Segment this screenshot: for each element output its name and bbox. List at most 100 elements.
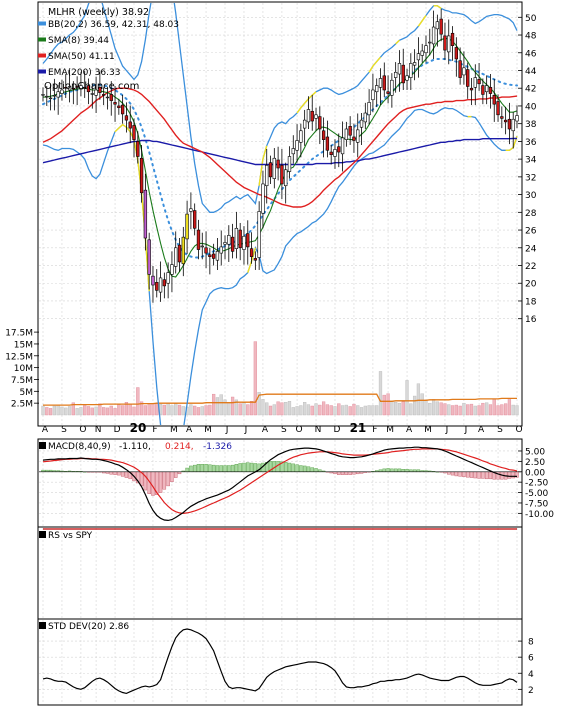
macd-hist-bar-22	[124, 471, 129, 478]
macd-hist-bar-56	[253, 463, 258, 472]
macd-hist-bar-44	[208, 464, 212, 472]
macd-hist-bar-117	[484, 471, 489, 480]
volume-bar-122	[504, 403, 508, 416]
legend-sma50: SMA(50) 41.11	[48, 52, 115, 62]
volume-bar-46	[215, 397, 220, 416]
stddev-ytick-label-0: 8	[528, 638, 534, 648]
candle-body-29	[151, 275, 155, 286]
price-ytick-label-14: 22	[525, 262, 536, 272]
rs-label-swatch	[39, 531, 46, 538]
bb-middle-line	[42, 58, 518, 259]
stddev-line	[42, 628, 518, 695]
volume-bar-10	[79, 407, 83, 416]
candle-body-40	[193, 210, 197, 229]
volume-bar-108	[450, 405, 455, 416]
volume-bar-56	[253, 341, 257, 416]
candle-body-5	[60, 89, 64, 94]
legend: BB(20,2) 36.59, 42.31, 48.03 SMA(8) 39.4…	[38, 20, 179, 92]
candle-body-21	[120, 104, 125, 115]
volume-bar-88	[375, 405, 379, 416]
macd-hist-bar-48	[223, 465, 227, 472]
candle-body-60	[268, 162, 273, 178]
candle-body-42	[200, 245, 204, 248]
volume-bar-0	[41, 405, 45, 416]
volume-bar-11	[83, 405, 87, 416]
volume-bar-17	[105, 407, 110, 416]
candle-body-84	[359, 119, 364, 128]
ticker-title: MLHR (weekly) 38.92	[48, 7, 149, 18]
volume-bar-105	[439, 402, 443, 416]
legend-swatch-bb	[38, 21, 46, 26]
price-ytick-label-1: 48	[525, 32, 537, 42]
candle-body-90	[382, 75, 386, 91]
volume-bar-95	[401, 401, 405, 416]
candle-body-8	[71, 87, 76, 90]
candle-body-113	[469, 87, 474, 91]
x-tick-label-17: 21	[350, 421, 367, 435]
candle-body-110	[458, 60, 462, 78]
volume-bar-124	[511, 404, 515, 416]
stddev-label: STD DEV(20) 2.86	[39, 622, 129, 632]
macd-hist-bar-123	[507, 471, 512, 479]
legend-swatch-ema200	[38, 69, 46, 74]
candle-body-65	[287, 156, 292, 172]
macd-hist-bar-50	[230, 464, 235, 472]
volume-bar-120	[496, 405, 500, 416]
candle-body-3	[52, 95, 57, 97]
candle-body-2	[48, 97, 53, 100]
candle-body-64	[284, 169, 288, 187]
candle-body-26	[139, 157, 144, 194]
x-tick-label-5: 20	[130, 421, 147, 435]
candlesticks	[41, 8, 519, 303]
volume-bar-66	[291, 407, 295, 416]
volume-bar-25	[136, 387, 140, 416]
rs-panel: RS vs SPY	[37, 526, 523, 620]
volume-bar-87	[371, 405, 375, 416]
candle-body-87	[371, 89, 375, 101]
volume-ytick-label-1: 15M	[14, 340, 33, 350]
candle-body-18	[109, 94, 113, 101]
x-tick-label-7: M	[170, 425, 178, 435]
volume-bar-36	[177, 404, 182, 416]
x-tick-label-20: A	[406, 425, 413, 435]
macd-lines	[39, 446, 521, 522]
price-panel: 50 48 46 44 42 40 38 36 34 32 30 28 26 24 22 20 18 16 17.…	[5, 1, 537, 435]
macd-hist-bar-108	[450, 471, 455, 476]
volume-bar-125	[515, 405, 519, 416]
volume-bar-49	[227, 402, 231, 416]
volume-bar-19	[113, 408, 117, 416]
candle-body-28	[147, 239, 151, 275]
volume-bar-93	[394, 402, 398, 416]
macd-label: MACD(8,40,9) -1.110, 0.214, -1.326	[39, 442, 232, 452]
macd-hist-bar-33	[166, 471, 170, 487]
sma8-line	[43, 38, 518, 278]
candle-body-107	[447, 35, 451, 53]
x-tick-label-26: O	[515, 425, 522, 435]
price-ytick-label-7: 36	[525, 138, 537, 148]
candle-body-34	[170, 264, 174, 275]
candle-body-121	[500, 116, 504, 119]
macd-hist-bar-91	[386, 468, 390, 472]
x-tick-label-16: D	[334, 425, 341, 435]
price-ytick-label-9: 32	[525, 173, 536, 183]
volume-bar-109	[454, 404, 458, 416]
candle-body-25	[136, 141, 140, 157]
x-tick-label-25: S	[497, 425, 503, 435]
macd-hist-bar-51	[234, 464, 239, 472]
macd-hist-bar-21	[120, 471, 125, 477]
volume-bar-119	[492, 399, 496, 416]
candle-body-66	[291, 148, 295, 155]
candle-body-122	[503, 119, 508, 123]
macd-hist-bar-80	[344, 471, 349, 475]
volume-bar-111	[462, 402, 466, 416]
candle-body-14	[94, 89, 98, 96]
stddev-ytick-label-3: 2	[528, 686, 534, 696]
macd-ytick-label-6: -10.00	[525, 510, 554, 520]
x-tick-label-14: O	[296, 425, 303, 435]
macd-ytick-label-5: -7.50	[525, 499, 549, 509]
candle-body-118	[488, 87, 493, 94]
macd-ytick-label-1: 2.50	[525, 458, 545, 468]
candle-body-16	[102, 94, 106, 96]
candle-body-75	[325, 136, 330, 151]
volume-bar-73	[318, 404, 322, 416]
